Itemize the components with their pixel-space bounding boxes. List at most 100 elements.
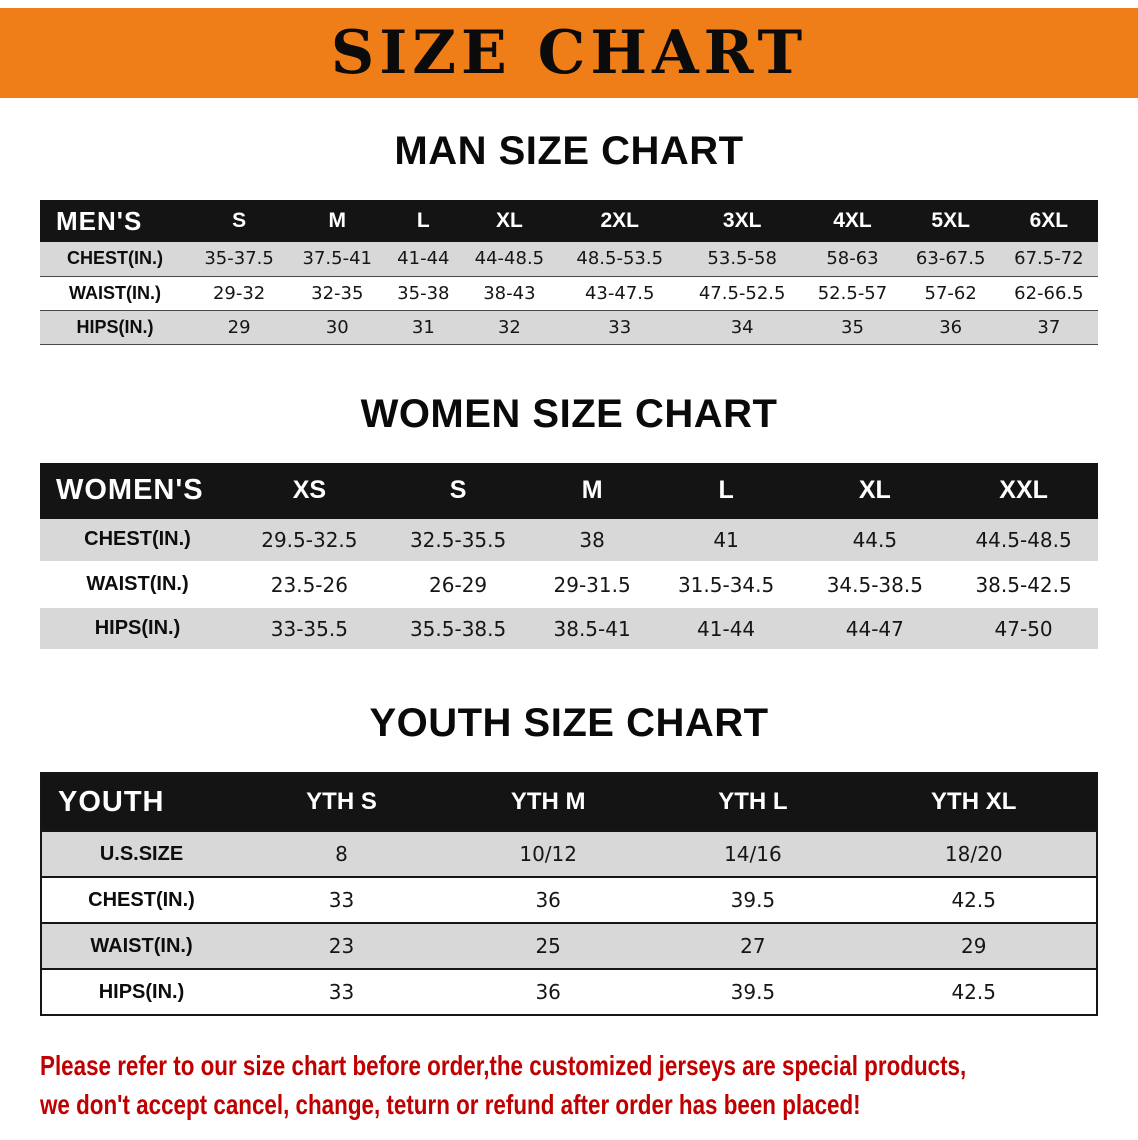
size-value-cell: 37.5-41 xyxy=(302,248,373,270)
table-corner-label: YOUTH xyxy=(41,773,241,831)
size-value-cell: 44.5-48.5 xyxy=(975,527,1072,552)
size-value-cell: 41-44 xyxy=(697,616,756,641)
size-value-cell: 33 xyxy=(328,888,355,912)
size-value-cell: 52.5-57 xyxy=(817,282,888,304)
measurement-row: WAIST(IN.) 23 25 27 29 xyxy=(41,923,1097,969)
measurement-row: HIPS(IN.) 33 36 39.5 42.5 xyxy=(41,969,1097,1015)
size-value-cell: 42.5 xyxy=(951,888,996,912)
measurement-label: CHEST(IN.) xyxy=(67,248,163,269)
size-value-cell: 44-47 xyxy=(845,616,904,641)
size-value-cell: 30 xyxy=(325,316,349,338)
measurement-row: CHEST(IN.) 35-37.5 37.5-41 41-44 44-48.5 48.5… xyxy=(40,242,1098,276)
youth-size-chart-section: YOUTH SIZE CHART YOUTH YTH S YTH M YTH L YTH… xyxy=(0,700,1138,1016)
size-column-header: 4XL xyxy=(803,200,902,242)
size-value-cell: 67.5-72 xyxy=(1014,248,1084,270)
table-header-row: WOMEN'S XS S M L XL XXL xyxy=(40,462,1098,519)
size-column-header: YTH XL xyxy=(851,773,1097,831)
size-value-cell: 23 xyxy=(328,934,355,958)
size-value-cell: 32 xyxy=(497,316,521,338)
measurement-label: WAIST(IN.) xyxy=(69,282,161,303)
size-column-header: 5XL xyxy=(901,200,1000,242)
size-column-header: YTH S xyxy=(241,773,442,831)
size-value-cell: 29-32 xyxy=(212,282,266,304)
size-column-header: L xyxy=(651,462,801,519)
youth-size-chart-heading: YOUTH SIZE CHART xyxy=(369,701,769,745)
table-corner-label: MEN'S xyxy=(40,200,190,242)
measurement-row: CHEST(IN.) 29.5-32.5 32.5-35.5 38 41 44.5 44.5… xyxy=(40,518,1098,563)
women-size-chart-section: WOMEN SIZE CHART WOMEN'S XS S M L XL XXL CHEST(… xyxy=(0,391,1138,653)
measurement-row: HIPS(IN.) 29 30 31 32 33 34 35 36 37 xyxy=(40,310,1098,344)
measurement-label: CHEST(IN.) xyxy=(88,888,195,911)
measurement-row: WAIST(IN.) 23.5-26 26-29 29-31.5 31.5-34.5 34… xyxy=(40,563,1098,607)
size-value-cell: 35-38 xyxy=(397,282,450,304)
measurement-row: CHEST(IN.) 33 36 39.5 42.5 xyxy=(41,877,1097,923)
size-column-header: XL xyxy=(460,200,559,242)
size-value-cell: 43-47.5 xyxy=(584,282,655,304)
size-value-cell: 35-37.5 xyxy=(204,248,274,270)
size-value-cell: 31.5-34.5 xyxy=(677,572,775,597)
size-value-cell: 35.5-38.5 xyxy=(409,616,507,641)
size-column-header: 3XL xyxy=(680,200,804,242)
measurement-label: WAIST(IN.) xyxy=(86,573,189,595)
size-value-cell: 57-62 xyxy=(924,282,977,304)
size-value-cell: 38-43 xyxy=(483,282,536,304)
women-size-chart-heading: WOMEN SIZE CHART xyxy=(360,391,778,436)
size-value-cell: 27 xyxy=(740,934,766,958)
size-column-header: YTH M xyxy=(442,773,655,831)
size-value-cell: 33 xyxy=(328,980,355,1004)
measurement-label: CHEST(IN.) xyxy=(84,528,191,551)
table-header-row: YOUTH YTH S YTH M YTH L YTH XL xyxy=(41,773,1097,831)
size-value-cell: 23.5-26 xyxy=(270,572,348,597)
measurement-label: HIPS(IN.) xyxy=(94,617,181,639)
size-value-cell: 14/16 xyxy=(724,842,782,866)
size-value-cell: 38.5-42.5 xyxy=(975,572,1072,597)
size-value-cell: 35 xyxy=(841,316,864,338)
table-header-row: MEN'S S M L XL 2XL 3XL 4XL 5XL 6XL xyxy=(40,200,1098,242)
size-value-cell: 44.5 xyxy=(852,527,898,552)
size-value-cell: 39.5 xyxy=(730,888,776,912)
measurement-row: U.S.SIZE 8 10/12 14/16 18/20 xyxy=(41,831,1097,877)
size-column-header: S xyxy=(383,462,533,519)
measurement-label: HIPS(IN.) xyxy=(98,980,185,1003)
size-value-cell: 25 xyxy=(535,934,561,958)
size-column-header: 2XL xyxy=(558,200,681,242)
man-size-chart-section: MAN SIZE CHART MEN'S S M L XL 2XL 3XL 4XL 5XL 6XL… xyxy=(0,128,1138,345)
size-value-cell: 53.5-58 xyxy=(707,248,777,270)
size-value-cell: 36 xyxy=(535,980,561,1004)
size-value-cell: 48.5-53.5 xyxy=(576,248,664,270)
size-value-cell: 58-63 xyxy=(826,248,879,270)
size-value-cell: 29 xyxy=(961,934,987,958)
size-value-cell: 38 xyxy=(579,527,605,552)
size-value-cell: 8 xyxy=(335,842,348,866)
size-value-cell: 36 xyxy=(535,888,561,912)
size-value-cell: 34 xyxy=(730,316,754,338)
size-column-header: 6XL xyxy=(999,200,1098,242)
size-column-header: XL xyxy=(800,462,950,519)
size-value-cell: 38.5-41 xyxy=(553,616,631,641)
measurement-label: U.S.SIZE xyxy=(99,842,184,865)
womens-size-table: WOMEN'S XS S M L XL XXL CHEST(IN.) 29.5-32.5 32.5… xyxy=(40,462,1098,653)
size-chart-banner: SIZE CHART xyxy=(0,8,1138,98)
size-value-cell: 29 xyxy=(227,316,251,338)
measurement-row: HIPS(IN.) 33-35.5 35.5-38.5 38.5-41 41-44 44-… xyxy=(40,606,1098,651)
size-value-cell: 47.5-52.5 xyxy=(698,282,786,304)
size-value-cell: 34.5-38.5 xyxy=(826,572,923,597)
measurement-label: HIPS(IN.) xyxy=(76,316,154,337)
man-size-chart-heading: MAN SIZE CHART xyxy=(394,129,744,173)
size-value-cell: 32-35 xyxy=(311,282,364,304)
size-value-cell: 36 xyxy=(939,316,963,338)
size-value-cell: 37 xyxy=(1037,316,1061,338)
measurement-row: WAIST(IN.) 29-32 32-35 35-38 38-43 43-47.5 47.… xyxy=(40,276,1098,310)
measurement-label: WAIST(IN.) xyxy=(90,934,193,957)
size-column-header: S xyxy=(190,200,289,242)
size-column-header: XXL xyxy=(949,462,1098,519)
size-value-cell: 41 xyxy=(713,527,739,552)
size-column-header: M xyxy=(288,200,387,242)
size-value-cell: 42.5 xyxy=(951,980,996,1004)
size-value-cell: 29-31.5 xyxy=(553,572,631,597)
size-value-cell: 47-50 xyxy=(994,616,1053,641)
disclaimer-line-1: Please refer to our size chart before or… xyxy=(40,1050,967,1081)
size-value-cell: 62-66.5 xyxy=(1014,282,1084,304)
size-value-cell: 32.5-35.5 xyxy=(409,527,507,552)
size-value-cell: 31 xyxy=(411,316,435,338)
